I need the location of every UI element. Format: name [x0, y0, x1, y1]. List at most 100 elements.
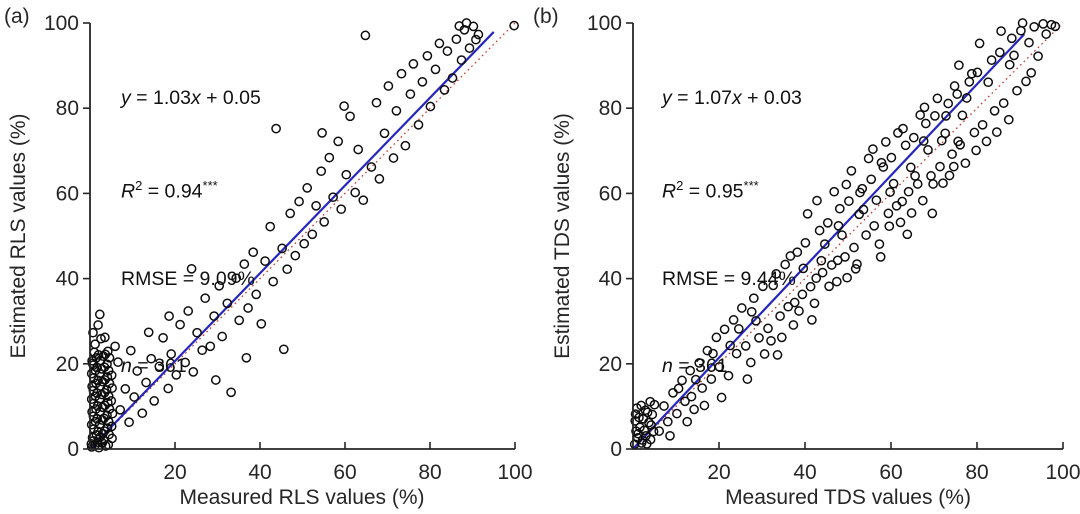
data-point — [928, 179, 938, 189]
data-point — [969, 127, 980, 138]
data-point — [336, 204, 347, 215]
data-point — [788, 320, 799, 330]
data-point — [405, 89, 416, 99]
data-point — [115, 404, 126, 415]
y-tick-label: 60 — [56, 182, 79, 205]
data-point — [350, 187, 361, 198]
data-point — [408, 59, 419, 69]
data-point — [886, 152, 897, 163]
data-point — [341, 169, 352, 180]
n-value: = 361 — [672, 354, 728, 377]
regression-equation: y = 1.07x + 0.03 — [662, 84, 802, 113]
data-point — [434, 38, 445, 49]
data-point — [938, 178, 948, 189]
data-point — [413, 119, 424, 130]
data-point — [638, 413, 649, 424]
data-point — [680, 396, 690, 407]
data-point — [932, 93, 943, 104]
data-point — [328, 192, 338, 203]
data-point — [891, 200, 902, 211]
data-point — [106, 396, 117, 406]
data-point — [641, 439, 652, 449]
data-point — [694, 358, 705, 368]
data-point — [1024, 37, 1034, 48]
data-point — [711, 332, 722, 343]
data-point — [837, 230, 847, 240]
data-point — [1050, 21, 1061, 32]
x-tick-label: 100 — [497, 461, 532, 484]
data-point — [981, 136, 992, 147]
stats-annotation-tds: y = 1.07x + 0.03 R2 = 0.95*** RMSE = 9.4… — [662, 26, 802, 439]
data-point — [311, 200, 321, 211]
n-value: = 361 — [131, 354, 187, 377]
data-point — [814, 225, 825, 236]
data-point — [417, 76, 428, 87]
r-squared-line: R2 = 0.94*** — [121, 171, 261, 207]
data-point — [944, 170, 955, 181]
r2-var: R — [121, 180, 136, 203]
data-point — [766, 335, 776, 346]
data-point — [689, 404, 699, 415]
data-point — [197, 345, 208, 356]
x-tick-label: 60 — [879, 461, 902, 484]
data-point — [158, 332, 168, 343]
data-point — [850, 263, 861, 274]
scatter-plot-tds: 20 40 60 80 100 0 20 40 60 80 100 — [587, 12, 1080, 484]
data-point — [972, 67, 983, 78]
data-point — [819, 239, 830, 249]
data-point — [107, 408, 118, 419]
data-point — [812, 195, 822, 206]
stats-annotation-rls: y = 1.03x + 0.05 R2 = 0.94*** RMSE = 9.0… — [121, 26, 261, 439]
data-point — [1041, 29, 1052, 39]
data-point — [192, 327, 202, 338]
data-point — [94, 309, 105, 320]
data-point — [797, 289, 808, 300]
data-point — [957, 110, 968, 121]
data-point — [841, 179, 852, 190]
data-point — [319, 217, 330, 227]
regression-equation: y = 1.03x + 0.05 — [121, 84, 261, 113]
data-point — [132, 366, 143, 376]
data-point — [640, 405, 651, 416]
data-point — [268, 276, 279, 287]
data-point — [374, 174, 385, 184]
data-point — [966, 68, 977, 79]
data-point — [1004, 59, 1015, 70]
eq-y-var: y — [121, 87, 131, 109]
data-point — [125, 345, 136, 356]
data-point — [751, 315, 761, 326]
data-point — [807, 315, 817, 325]
data-point — [400, 140, 411, 151]
data-point — [905, 162, 916, 173]
eq-x-var: x — [731, 87, 742, 109]
data-point — [141, 377, 151, 388]
x-tick-label: 40 — [793, 461, 816, 484]
data-point — [175, 319, 185, 330]
data-point — [852, 259, 862, 269]
data-point — [917, 195, 928, 206]
data-point — [107, 433, 117, 444]
data-point — [903, 186, 914, 197]
data-point — [456, 55, 467, 65]
data-point — [124, 417, 134, 428]
data-point — [103, 391, 114, 402]
data-point — [699, 400, 710, 411]
data-point — [714, 361, 725, 372]
data-point — [209, 311, 219, 321]
data-point — [900, 140, 911, 151]
data-point — [1003, 114, 1014, 125]
r2-exponent: 2 — [676, 178, 684, 193]
data-point — [231, 273, 242, 284]
data-point — [866, 174, 877, 185]
data-point — [106, 370, 117, 381]
data-point — [961, 93, 972, 103]
data-point — [243, 303, 253, 313]
eq-x-var: x — [190, 87, 201, 109]
data-point — [454, 21, 465, 31]
data-point — [725, 340, 736, 351]
significance-stars: *** — [743, 178, 759, 193]
data-point — [682, 416, 693, 427]
r2-value: = 0.95 — [683, 180, 744, 203]
data-point — [748, 293, 759, 304]
data-point — [906, 208, 917, 218]
